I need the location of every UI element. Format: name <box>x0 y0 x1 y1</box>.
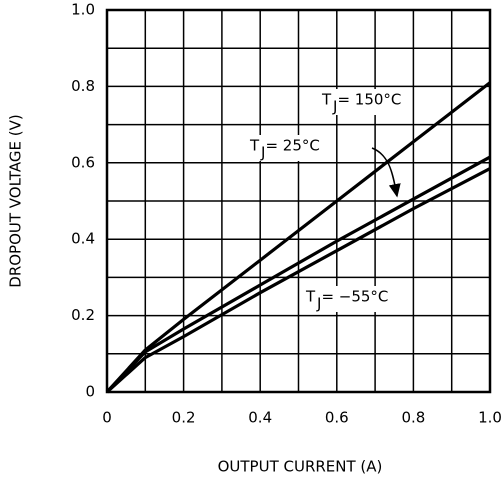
data-line <box>105 81 491 394</box>
label-symbol: T <box>321 91 332 109</box>
y-tick-label: 0.4 <box>71 230 95 248</box>
label-symbol: T <box>305 288 316 306</box>
label-symbol: T <box>249 137 260 155</box>
x-tick-label: 1.0 <box>478 409 502 427</box>
x-tick-label: 0 <box>102 409 112 427</box>
plot-frame <box>105 8 492 394</box>
label-background <box>319 89 405 115</box>
x-tick-label: 0.2 <box>172 409 196 427</box>
y-tick-label: 0.8 <box>71 77 95 95</box>
y-tick-label: 0.2 <box>71 306 95 324</box>
y-tick-label: 0 <box>85 383 95 401</box>
label-text: = 150°C <box>337 91 401 109</box>
y-tick-label: 1.0 <box>71 1 95 19</box>
data-line <box>105 155 491 394</box>
data-line <box>105 167 491 394</box>
x-tick-label: 0.4 <box>248 409 272 427</box>
label-text: = −55°C <box>321 288 388 306</box>
y-axis-title: DROPOUT VOLTAGE (V) <box>7 114 25 287</box>
label-background <box>303 286 392 312</box>
label-subscript: J <box>260 144 265 162</box>
label-background <box>247 135 323 161</box>
x-tick-label: 0.6 <box>325 409 349 427</box>
label-subscript: J <box>316 295 321 313</box>
label-text: = 25°C <box>265 137 319 155</box>
y-tick-label: 0.6 <box>71 153 95 171</box>
x-axis-title: OUTPUT CURRENT (A) <box>218 458 383 476</box>
label-subscript: J <box>332 98 337 116</box>
arrow <box>371 147 401 198</box>
x-tick-label: 0.8 <box>401 409 425 427</box>
